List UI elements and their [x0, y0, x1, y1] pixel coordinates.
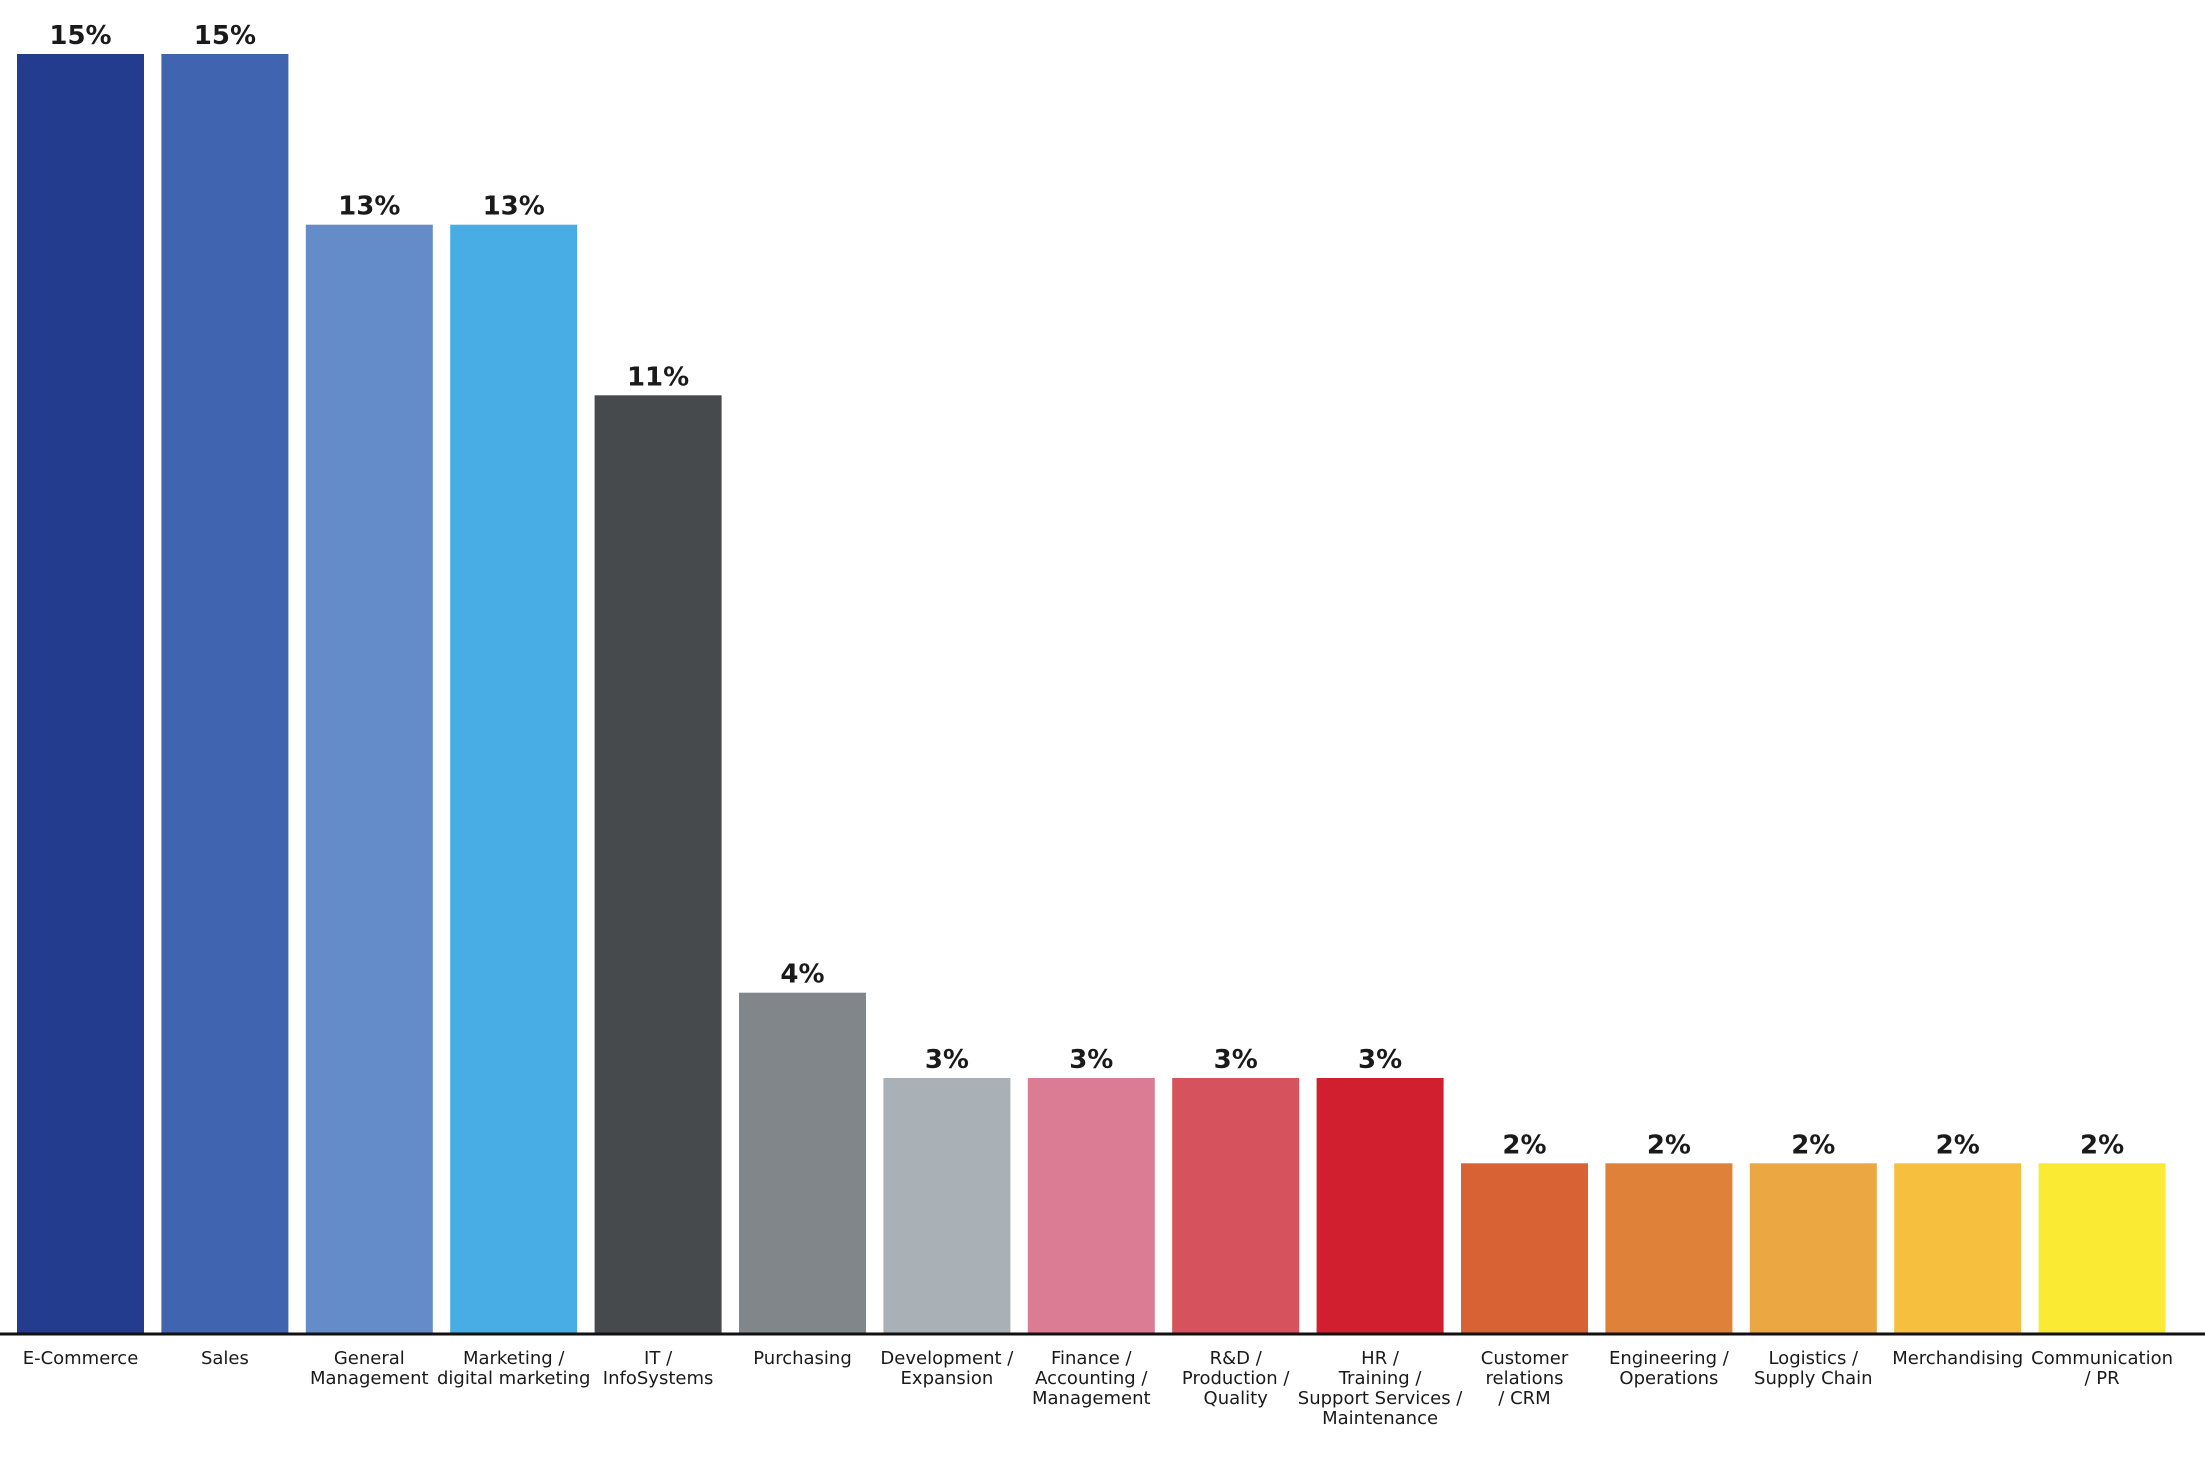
- category-label-line: Production /: [1182, 1368, 1290, 1389]
- category-label-logistics-supply-chain: Logistics / Supply Chain: [1754, 1348, 1872, 1389]
- value-label-marketing-digital-marketing: 13%: [483, 192, 545, 222]
- category-label-line: Accounting /: [1035, 1368, 1148, 1389]
- category-label-engineering-operations: Engineering / Operations: [1609, 1348, 1730, 1389]
- bar-it-infosystems: [594, 395, 722, 1334]
- category-label-finance-accounting-management: Finance / Accounting / Management: [1032, 1348, 1151, 1409]
- category-label-line: HR /: [1361, 1348, 1400, 1369]
- bar-development-expansion: [883, 1078, 1011, 1334]
- category-label-line: / CRM: [1498, 1388, 1550, 1409]
- category-label-line: Customer: [1481, 1348, 1569, 1369]
- value-label-sales: 15%: [194, 21, 256, 51]
- bar-purchasing: [739, 992, 866, 1334]
- value-label-hr-training-support-services-maintenance: 3%: [1358, 1045, 1402, 1075]
- bar-hr-training-support-services-maintenance: [1316, 1078, 1444, 1334]
- category-label-e-commerce: E-Commerce: [23, 1348, 139, 1369]
- bar-e-commerce: [17, 54, 144, 1334]
- value-label-customer-relations-crm: 2%: [1502, 1130, 1546, 1160]
- category-label-line: Operations: [1619, 1368, 1718, 1389]
- category-label-line: Maintenance: [1322, 1408, 1438, 1429]
- category-label-it-infosystems: IT / InfoSystems: [603, 1348, 714, 1389]
- value-label-merchandising: 2%: [1936, 1130, 1980, 1160]
- category-label-line: R&D /: [1210, 1348, 1263, 1369]
- category-label-line: Purchasing: [753, 1348, 852, 1369]
- category-label-line: Training /: [1338, 1368, 1423, 1389]
- value-labels-layer: 15% 15% 13% 13% 11% 4% 3% 3% 3% 3% 2% 2% 2% 2% 2%: [49, 21, 2124, 1160]
- value-label-purchasing: 4%: [780, 960, 824, 990]
- bar-sales: [161, 54, 289, 1334]
- category-label-line: Marketing /: [463, 1348, 565, 1369]
- bar-marketing-digital-marketing: [450, 224, 578, 1335]
- category-label-line: E-Commerce: [23, 1348, 139, 1369]
- category-label-line: relations: [1486, 1368, 1564, 1389]
- category-label-line: / PR: [2085, 1368, 2120, 1389]
- value-label-it-infosystems: 11%: [627, 362, 689, 392]
- category-label-line: Merchandising: [1892, 1348, 2023, 1369]
- bar-communication-pr: [2038, 1163, 2166, 1334]
- category-label-line: Expansion: [901, 1368, 994, 1389]
- value-label-r-d-production-quality: 3%: [1214, 1045, 1258, 1075]
- value-label-communication-pr: 2%: [2080, 1130, 2124, 1160]
- value-label-logistics-supply-chain: 2%: [1791, 1130, 1835, 1160]
- bar-customer-relations-crm: [1461, 1163, 1588, 1334]
- category-label-hr-training-support-services-maintenance: HR / Training / Support Services / Maintena…: [1298, 1348, 1464, 1429]
- category-label-r-d-production-quality: R&D / Production / Quality: [1182, 1348, 1290, 1409]
- category-label-line: Supply Chain: [1754, 1368, 1872, 1389]
- bar-finance-accounting-management: [1027, 1078, 1155, 1334]
- value-label-general-management: 13%: [338, 192, 400, 222]
- category-label-line: Development /: [880, 1348, 1014, 1369]
- category-label-line: Management: [1032, 1388, 1151, 1409]
- bar-general-management: [305, 224, 433, 1335]
- category-label-line: Communication: [2031, 1348, 2173, 1369]
- bar-engineering-operations: [1605, 1163, 1733, 1334]
- value-label-development-expansion: 3%: [925, 1045, 969, 1075]
- category-label-line: Logistics /: [1768, 1348, 1859, 1369]
- category-label-line: digital marketing: [437, 1368, 590, 1389]
- bar-merchandising: [1894, 1163, 2022, 1334]
- category-label-line: IT /: [644, 1348, 673, 1369]
- category-label-line: Quality: [1204, 1388, 1269, 1409]
- bar-logistics-supply-chain: [1749, 1163, 1877, 1334]
- category-label-line: InfoSystems: [603, 1368, 714, 1389]
- value-label-engineering-operations: 2%: [1647, 1130, 1691, 1160]
- bars-layer: [17, 54, 2166, 1335]
- category-label-customer-relations-crm: Customer relations / CRM: [1481, 1348, 1569, 1409]
- category-label-purchasing: Purchasing: [753, 1348, 852, 1369]
- category-labels-layer: E-Commerce Sales General ManagementMarketin…: [23, 1348, 2173, 1429]
- category-label-line: Management: [310, 1368, 429, 1389]
- category-label-line: Support Services /: [1298, 1388, 1464, 1409]
- category-label-development-expansion: Development / Expansion: [880, 1348, 1014, 1389]
- value-label-e-commerce: 15%: [49, 21, 111, 51]
- category-label-sales: Sales: [201, 1348, 249, 1369]
- value-label-finance-accounting-management: 3%: [1069, 1045, 1113, 1075]
- category-label-marketing-digital-marketing: Marketing / digital marketing: [437, 1348, 590, 1389]
- bar-r-d-production-quality: [1172, 1078, 1300, 1334]
- category-label-merchandising: Merchandising: [1892, 1348, 2023, 1369]
- category-label-line: Finance /: [1051, 1348, 1133, 1369]
- category-label-general-management: General Management: [310, 1348, 429, 1389]
- category-label-line: Engineering /: [1609, 1348, 1730, 1369]
- category-label-communication-pr: Communication / PR: [2031, 1348, 2173, 1389]
- category-label-line: General: [334, 1348, 405, 1369]
- category-label-line: Sales: [201, 1348, 249, 1369]
